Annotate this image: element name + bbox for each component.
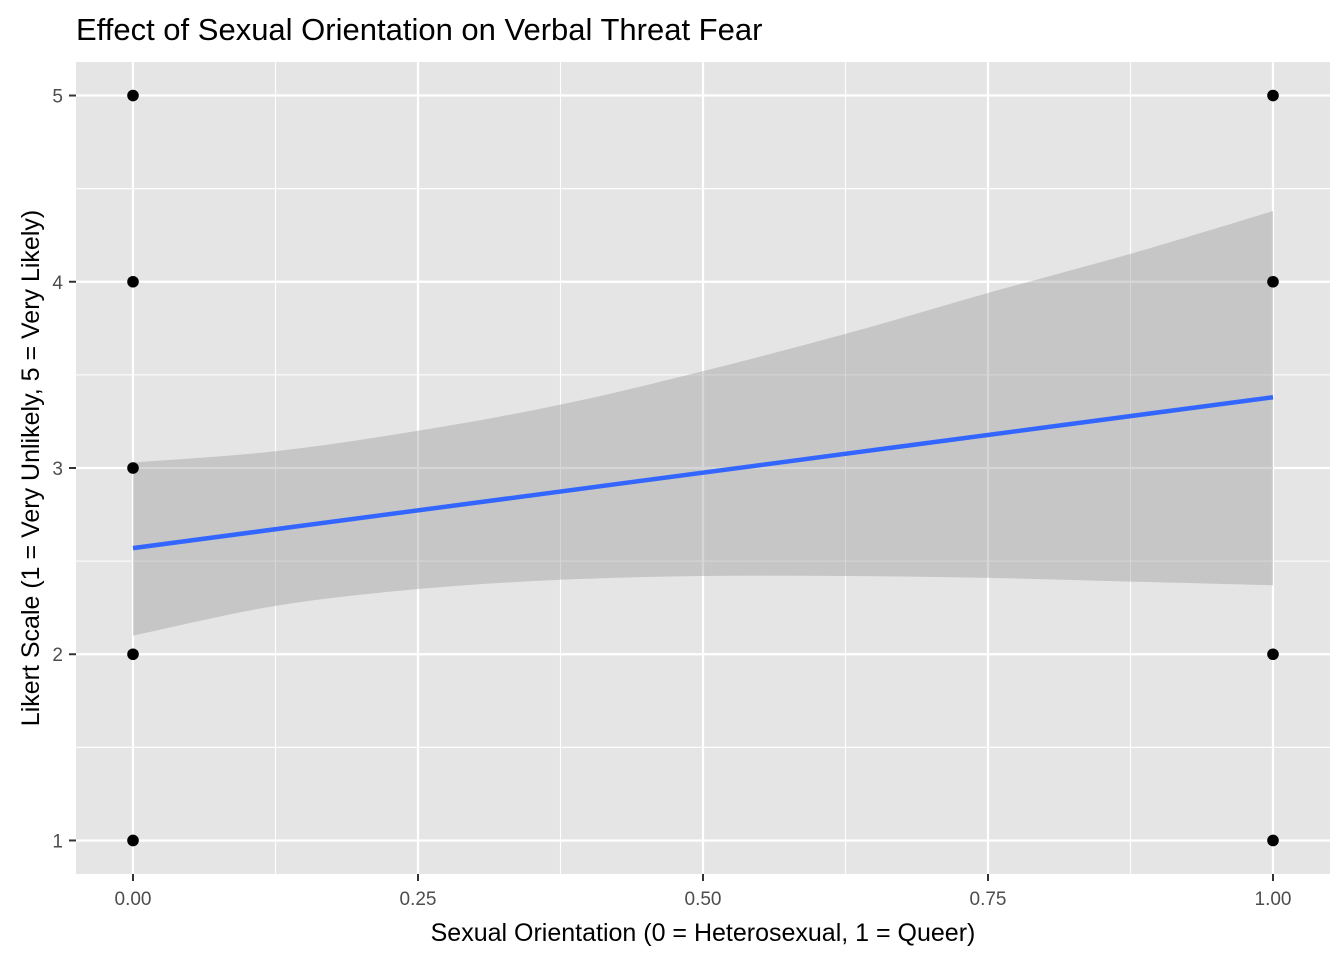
x-axis-title: Sexual Orientation (0 = Heterosexual, 1 … [431,919,976,947]
data-points [127,89,1279,847]
regression-line [132,394,1274,551]
y-axis-ticks: 1 2 3 4 5 [52,87,76,852]
x-axis-ticks: 0.00 0.25 0.50 0.75 1.00 [115,874,1292,910]
x-tick-label: 0.75 [970,889,1007,910]
y-axis-title: Likert Scale (1 = Very Unlikely, 5 = Ver… [17,210,45,726]
data-point [1267,89,1279,102]
data-point [1267,834,1279,847]
data-point [127,275,139,288]
x-tick-label: 0.00 [115,889,152,910]
data-point [127,834,139,847]
y-tick-label: 1 [52,831,63,852]
major-grid [76,62,1330,874]
y-tick-label: 3 [52,459,63,480]
x-tick-label: 0.50 [685,889,722,910]
data-point [1267,648,1279,661]
chart-title: Effect of Sexual Orientation on Verbal T… [76,12,762,47]
y-tick-label: 5 [52,87,63,108]
data-point [127,89,139,102]
x-tick-label: 0.25 [400,889,437,910]
data-point [127,462,139,474]
y-tick-label: 4 [52,273,63,294]
data-point [1267,275,1279,288]
confidence-band [133,210,1273,636]
data-point [127,648,139,661]
y-tick-label: 2 [52,645,63,666]
x-tick-label: 1.00 [1255,889,1292,910]
